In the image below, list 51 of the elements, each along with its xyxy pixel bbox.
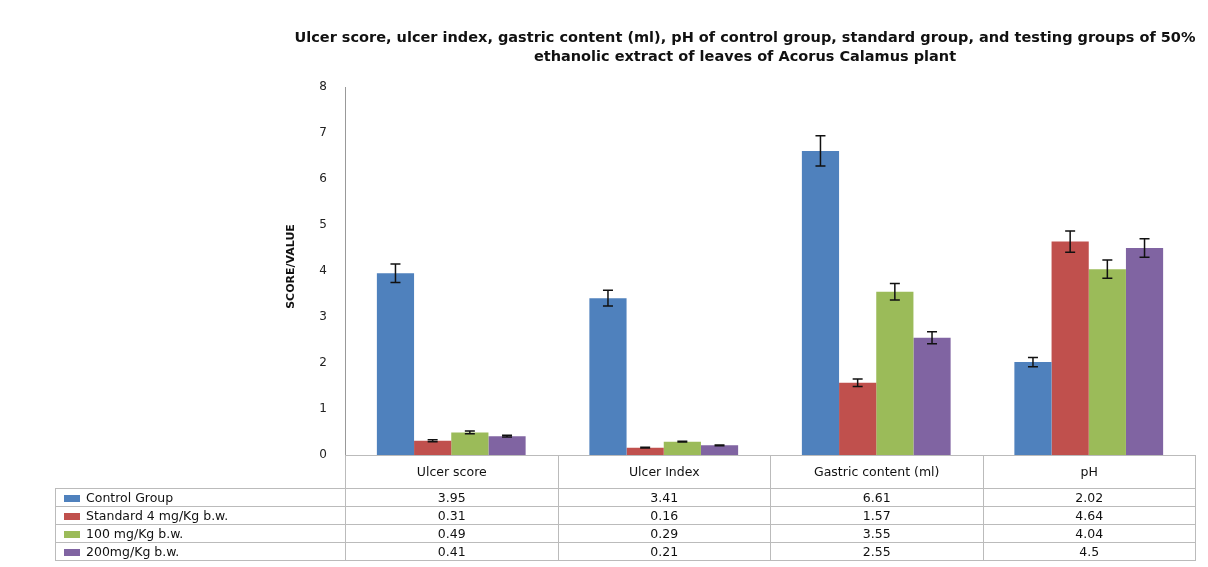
data-label: 0.41 bbox=[345, 542, 558, 561]
bar bbox=[1088, 269, 1126, 455]
y-tick-label: 2 bbox=[319, 355, 327, 370]
y-tick-label: 3 bbox=[319, 309, 327, 324]
data-label: 0.31 bbox=[345, 506, 558, 525]
legend-label: Standard 4 mg/Kg b.w. bbox=[55, 506, 346, 525]
bar bbox=[913, 337, 951, 455]
data-label: 4.5 bbox=[983, 542, 1196, 561]
bar bbox=[589, 298, 627, 455]
x-tick-label: pH bbox=[983, 455, 1196, 489]
data-label: 6.61 bbox=[770, 488, 983, 507]
legend-label: 200mg/Kg b.w. bbox=[55, 542, 346, 561]
bar bbox=[801, 150, 840, 455]
bar bbox=[626, 447, 664, 455]
data-label: 3.55 bbox=[770, 524, 983, 543]
x-tick-label: Gastric content (ml) bbox=[770, 455, 983, 489]
legend-label: 100 mg/Kg b.w. bbox=[55, 524, 346, 543]
x-tick-label: Ulcer Index bbox=[558, 455, 771, 489]
data-label: 0.21 bbox=[558, 542, 771, 561]
bar bbox=[663, 441, 701, 455]
bar bbox=[1014, 362, 1052, 455]
y-tick-label: 8 bbox=[319, 79, 327, 94]
y-tick-label: 0 bbox=[319, 447, 327, 462]
y-tick-label: 7 bbox=[319, 125, 327, 140]
data-label: 2.02 bbox=[983, 488, 1196, 507]
data-label: 4.04 bbox=[983, 524, 1196, 543]
bar bbox=[414, 440, 452, 455]
data-label: 0.29 bbox=[558, 524, 771, 543]
data-label: 0.49 bbox=[345, 524, 558, 543]
y-tick-label: 4 bbox=[319, 263, 327, 278]
y-tick-label: 5 bbox=[319, 217, 327, 232]
chart-title: Ulcer score, ulcer index, gastric content (ml), pH of control group, standard group, and testing groups of 50% ethanolic extract of leaves of Acorus Calamus plant bbox=[293, 28, 1197, 66]
y-axis-title: SCORE/VALUE bbox=[283, 223, 297, 311]
bar bbox=[376, 273, 415, 455]
y-tick-label: 1 bbox=[319, 401, 327, 416]
data-label: 4.64 bbox=[983, 506, 1196, 525]
bar bbox=[488, 436, 526, 455]
y-tick-label: 6 bbox=[319, 171, 327, 186]
legend-label: Control Group bbox=[55, 488, 346, 507]
bar bbox=[451, 432, 489, 455]
data-label: 1.57 bbox=[770, 506, 983, 525]
bar bbox=[1051, 241, 1089, 455]
data-label: 3.95 bbox=[345, 488, 558, 507]
bar bbox=[700, 445, 739, 455]
x-tick-label: Ulcer score bbox=[345, 455, 558, 489]
data-label: 0.16 bbox=[558, 506, 771, 525]
bar bbox=[876, 291, 914, 455]
bar bbox=[839, 382, 877, 455]
bar bbox=[1125, 248, 1164, 455]
data-label: 2.55 bbox=[770, 542, 983, 561]
data-label: 3.41 bbox=[558, 488, 771, 507]
